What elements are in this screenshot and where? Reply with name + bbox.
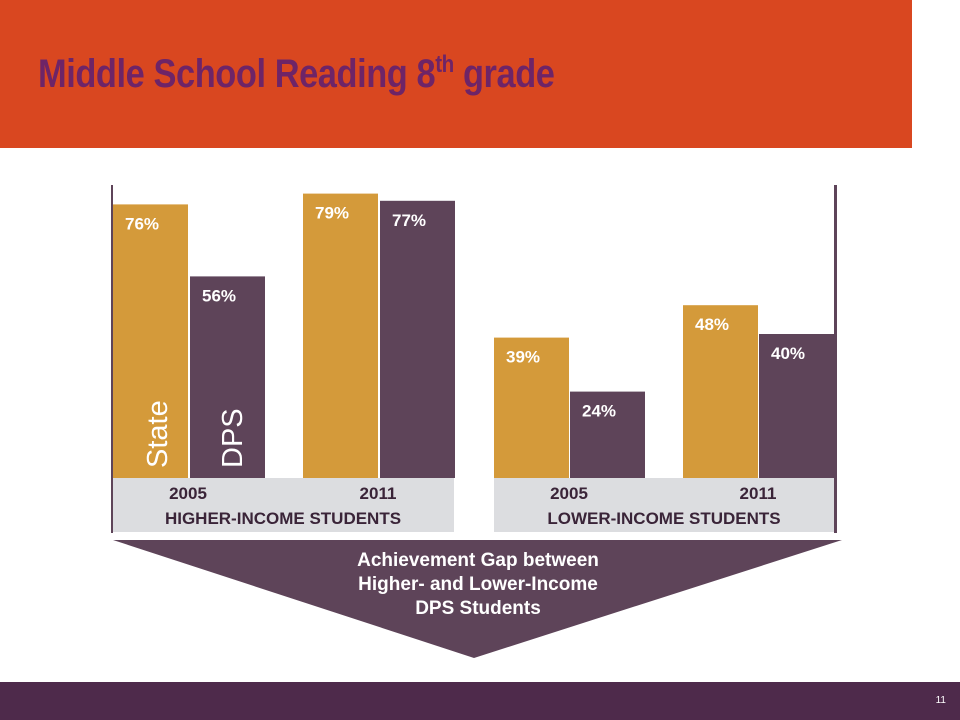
label-band-higher — [113, 478, 454, 532]
legend-dps: DPS — [217, 408, 249, 468]
value-label: 56% — [202, 286, 236, 305]
bar-dps-lower-2005 — [570, 391, 645, 478]
gap-label-line: Higher- and Lower-Income — [358, 574, 598, 595]
value-label: 39% — [506, 348, 540, 367]
value-label: 48% — [695, 315, 729, 334]
chart-right-border — [834, 185, 837, 533]
year-label: 2011 — [740, 484, 777, 503]
value-label: 79% — [315, 204, 349, 223]
footer-band: 11 — [0, 682, 960, 720]
bar-state-lower-2011 — [683, 305, 758, 478]
gap-label-line: DPS Students — [415, 598, 541, 619]
group-label: HIGHER-INCOME STUDENTS — [165, 509, 401, 528]
title-band: Middle School Reading 8th grade — [0, 0, 912, 148]
gap-arrow — [113, 540, 842, 658]
year-label: 2005 — [169, 484, 207, 503]
title-end: grade — [453, 52, 555, 96]
bar-state-higher-2005 — [113, 204, 188, 478]
page-number: 11 — [935, 695, 946, 706]
reading-chart: 76% 56% 2005 79% 77% 2011 HIGHER-INCOME STUDEN… — [111, 185, 842, 658]
bar-dps-higher-2005 — [190, 276, 265, 478]
gap-label-line: Achievement Gap between — [357, 550, 599, 571]
value-label: 24% — [582, 402, 616, 421]
value-label: 77% — [392, 211, 426, 230]
value-label: 76% — [125, 214, 159, 233]
slide-title: Middle School Reading 8th grade — [38, 52, 555, 97]
legend-state: State — [142, 400, 174, 468]
chart-left-border — [111, 185, 113, 533]
year-label: 2011 — [360, 484, 397, 503]
year-label: 2005 — [550, 484, 588, 503]
bar-dps-lower-2011 — [759, 334, 834, 478]
value-label: 40% — [771, 344, 805, 363]
bar-state-higher-2011 — [303, 193, 378, 478]
bar-dps-higher-2011 — [380, 200, 455, 479]
title-main: Middle School Reading 8 — [38, 52, 436, 96]
bar-state-lower-2005 — [494, 337, 569, 478]
label-band-lower — [494, 478, 834, 532]
title-superscript: th — [435, 51, 454, 78]
group-label: LOWER-INCOME STUDENTS — [547, 509, 780, 528]
